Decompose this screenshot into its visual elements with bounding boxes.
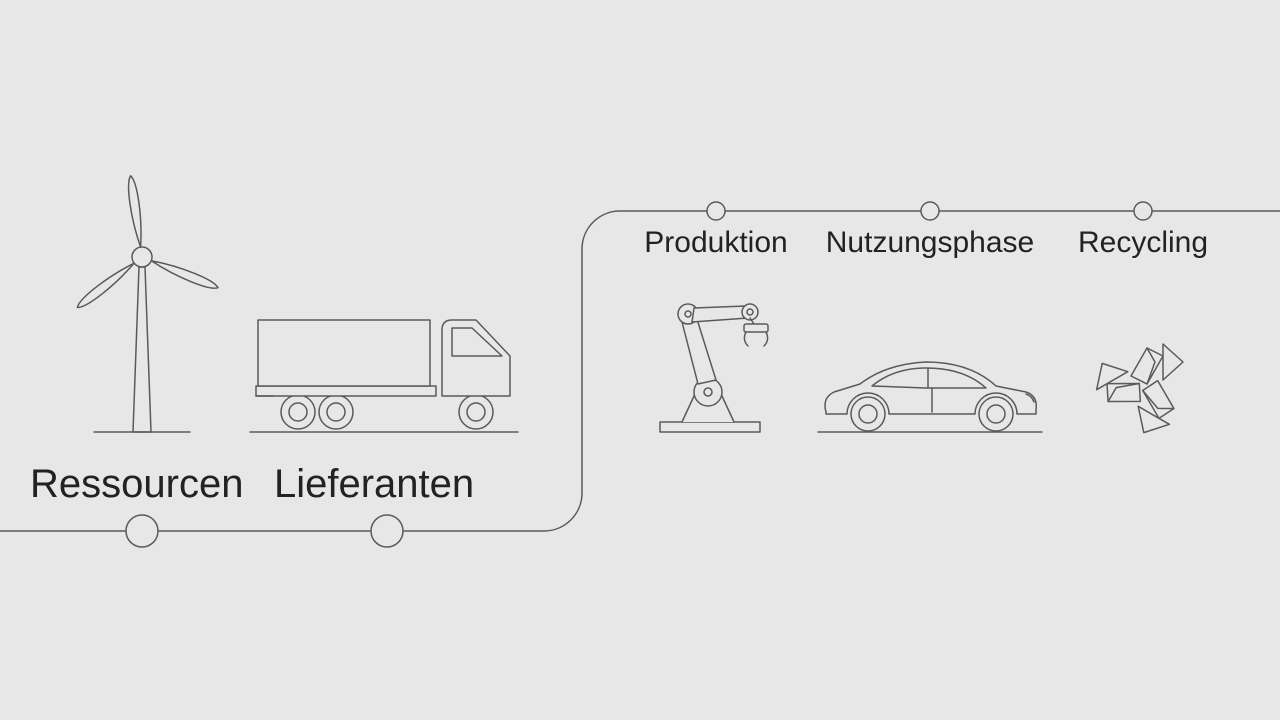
robot-arm-icon (660, 304, 768, 432)
label-lieferanten: Lieferanten (274, 462, 474, 507)
car-icon (818, 362, 1042, 432)
diagram-svg (0, 0, 1280, 720)
label-ressourcen: Ressourcen (30, 462, 243, 507)
label-nutzungsphase: Nutzungsphase (826, 226, 1034, 260)
wind-turbine-icon (75, 175, 220, 432)
truck-icon (250, 320, 518, 432)
lifecycle-diagram: Ressourcen Lieferanten Produktion Nutzun… (0, 0, 1280, 720)
label-produktion: Produktion (644, 226, 787, 260)
label-recycling: Recycling (1078, 226, 1208, 260)
recycle-icon (1087, 344, 1186, 442)
